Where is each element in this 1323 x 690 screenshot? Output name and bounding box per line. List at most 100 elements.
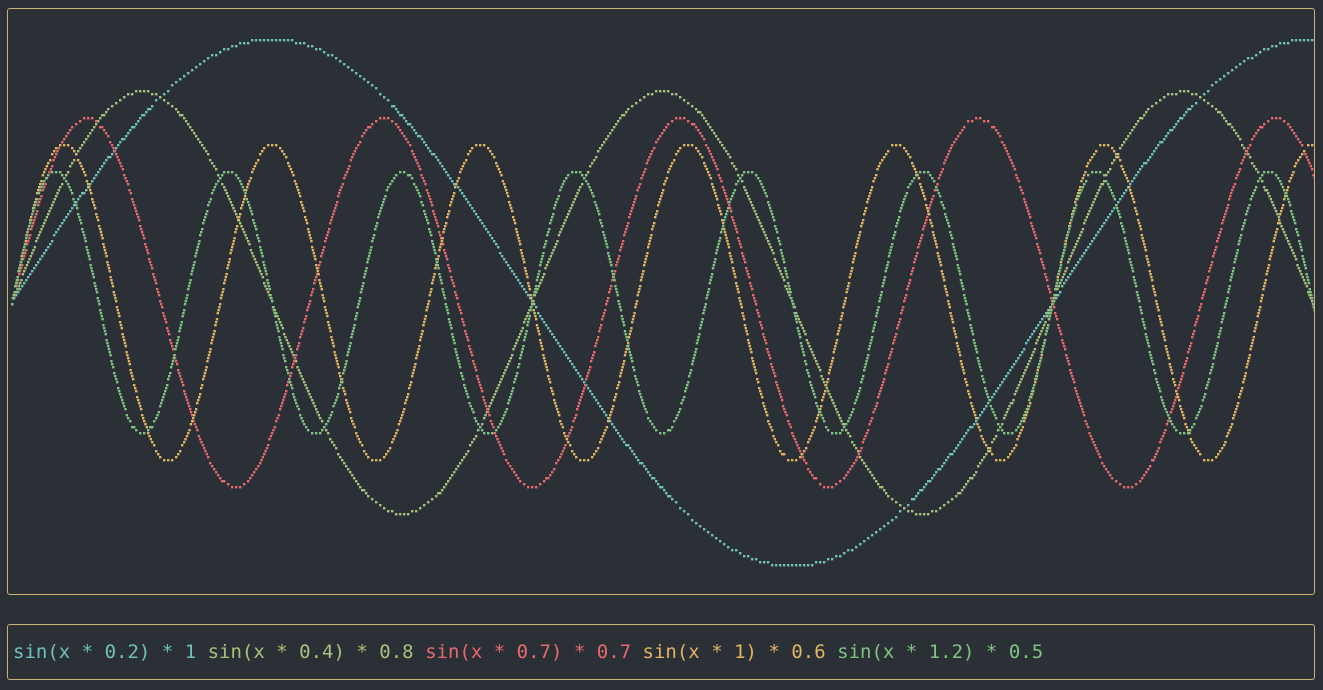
point	[115, 147, 118, 150]
point	[1267, 267, 1270, 270]
point	[539, 315, 542, 318]
point	[749, 282, 752, 285]
point	[1204, 288, 1207, 291]
point	[513, 471, 516, 474]
point	[20, 279, 23, 282]
point	[527, 312, 530, 315]
point	[363, 132, 366, 135]
point	[600, 324, 603, 327]
point	[707, 531, 710, 534]
point	[825, 384, 828, 387]
point	[1187, 90, 1190, 93]
point	[1304, 282, 1307, 285]
point	[169, 372, 172, 375]
point	[43, 252, 46, 255]
point	[1313, 309, 1314, 312]
point	[1182, 372, 1185, 375]
point	[28, 225, 31, 228]
point	[93, 282, 96, 285]
point	[527, 285, 531, 288]
point	[909, 156, 912, 159]
point	[1249, 198, 1253, 201]
point	[961, 285, 964, 288]
point	[267, 144, 270, 147]
point	[825, 387, 829, 390]
point	[893, 339, 896, 342]
point	[194, 411, 197, 414]
point	[349, 411, 352, 414]
point	[297, 189, 300, 192]
point	[282, 354, 285, 357]
point	[168, 375, 171, 378]
point	[767, 351, 770, 354]
point	[971, 120, 974, 123]
point	[1255, 54, 1258, 57]
point	[323, 306, 327, 309]
point	[1255, 168, 1258, 171]
point	[559, 420, 562, 423]
point	[1027, 363, 1030, 366]
point	[599, 441, 602, 444]
point	[705, 297, 708, 300]
point	[575, 171, 578, 174]
point	[717, 138, 720, 141]
point	[963, 297, 967, 300]
point	[327, 54, 330, 57]
point	[183, 117, 186, 120]
point	[147, 432, 150, 435]
point	[1141, 237, 1144, 240]
point	[243, 42, 246, 45]
point	[411, 510, 414, 513]
point	[147, 90, 150, 93]
point	[809, 381, 812, 384]
point	[1070, 219, 1073, 222]
point	[599, 147, 602, 150]
point	[508, 201, 511, 204]
point	[449, 204, 452, 207]
point	[1172, 405, 1175, 408]
point	[923, 225, 926, 228]
point	[695, 522, 698, 525]
point	[351, 420, 354, 423]
point	[911, 510, 914, 513]
point	[929, 204, 932, 207]
point	[523, 339, 526, 342]
point	[471, 147, 474, 150]
point	[120, 396, 123, 399]
point	[585, 180, 588, 183]
point	[67, 183, 70, 186]
point	[885, 267, 888, 270]
point	[314, 279, 317, 282]
point	[581, 378, 584, 381]
point	[1074, 201, 1077, 204]
point	[305, 426, 308, 429]
point	[207, 204, 210, 207]
point	[713, 132, 716, 135]
point	[383, 117, 386, 120]
point	[209, 348, 212, 351]
point	[1244, 372, 1247, 375]
point	[156, 414, 159, 417]
point	[907, 510, 910, 513]
point	[510, 393, 513, 396]
point	[235, 213, 238, 216]
point	[619, 117, 622, 120]
point	[543, 360, 547, 363]
point	[1219, 231, 1222, 234]
point	[1080, 231, 1083, 234]
point	[560, 453, 563, 456]
point	[557, 342, 560, 345]
point	[163, 99, 166, 102]
point	[1100, 183, 1103, 186]
point	[1067, 231, 1070, 234]
point	[607, 252, 610, 255]
point	[784, 411, 787, 414]
point	[30, 228, 33, 231]
point	[405, 399, 408, 402]
point	[621, 318, 624, 321]
point	[1076, 240, 1079, 243]
point	[780, 252, 783, 255]
point	[717, 174, 721, 177]
point	[535, 279, 539, 282]
point	[496, 387, 499, 390]
